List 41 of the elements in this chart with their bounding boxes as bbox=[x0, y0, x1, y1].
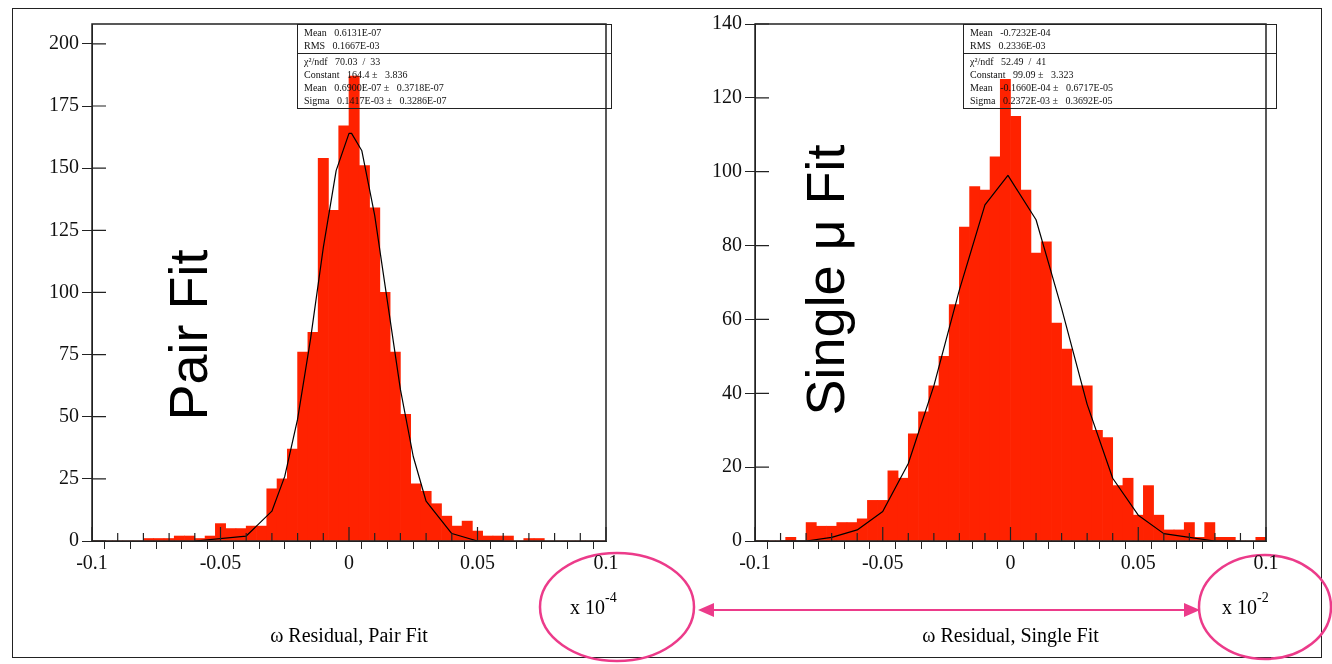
annotation: Pair Fit bbox=[158, 249, 218, 421]
y-tick-label: 80 bbox=[722, 232, 742, 255]
y-tick-label: 60 bbox=[722, 306, 742, 329]
annotation: RMS 0.1667E-03 bbox=[304, 39, 381, 52]
annotation: Mean -0.7232E-04 bbox=[970, 26, 1052, 39]
y-tick-label: 40 bbox=[722, 380, 742, 403]
annotation: Constant 99.09 ± 3.323 bbox=[970, 68, 1075, 81]
annotation: Mean 0.6131E-07 bbox=[304, 26, 383, 39]
x-axis-title: ω Residual, Pair Fit bbox=[270, 624, 428, 647]
annotation: RMS 0.2336E-03 bbox=[970, 39, 1047, 52]
x-tick-label: 0.1 bbox=[1253, 551, 1279, 574]
annotation: Single μ Fit bbox=[795, 144, 855, 416]
text: x 10$^{-4}$ bbox=[570, 590, 617, 619]
x-tick-label: 0.1 bbox=[593, 551, 619, 574]
y-tick-label: 175 bbox=[49, 93, 79, 116]
x-tick-label: -0.1 bbox=[739, 551, 771, 574]
y-tick-label: 120 bbox=[712, 85, 742, 108]
x-tick-label: 0.05 bbox=[1120, 551, 1156, 574]
text: x 10$^{-2}$ bbox=[1222, 590, 1269, 619]
x-tick-label: -0.1 bbox=[76, 551, 108, 574]
y-tick-label: 200 bbox=[49, 31, 79, 54]
annotation: Constant 164.4 ± 3.836 bbox=[304, 68, 409, 81]
annotation: χ²/ndf 70.03 / 33 bbox=[304, 55, 382, 68]
y-tick-label: 100 bbox=[712, 158, 742, 181]
annotation: χ²/ndf 52.49 / 41 bbox=[970, 55, 1048, 68]
x-tick-label: -0.05 bbox=[199, 551, 242, 574]
x-axis-title: ω Residual, Single Fit bbox=[922, 624, 1099, 647]
y-tick-label: 20 bbox=[722, 454, 742, 477]
y-tick-label: 125 bbox=[49, 217, 79, 240]
x-tick-label: -0.05 bbox=[861, 551, 904, 574]
y-tick-label: 0 bbox=[732, 528, 742, 551]
x-tick-label: 0 bbox=[1005, 551, 1016, 574]
y-tick-label: 140 bbox=[712, 11, 742, 34]
y-tick-label: 25 bbox=[59, 466, 79, 489]
x-tick-label: 0 bbox=[344, 551, 354, 574]
x-tick-label: 0.05 bbox=[460, 551, 495, 574]
y-tick-label: 100 bbox=[49, 279, 79, 302]
y-tick-label: 150 bbox=[49, 155, 79, 178]
y-tick-label: 75 bbox=[59, 341, 79, 364]
y-tick-label: 50 bbox=[59, 403, 79, 426]
y-tick-label: 0 bbox=[69, 528, 79, 551]
